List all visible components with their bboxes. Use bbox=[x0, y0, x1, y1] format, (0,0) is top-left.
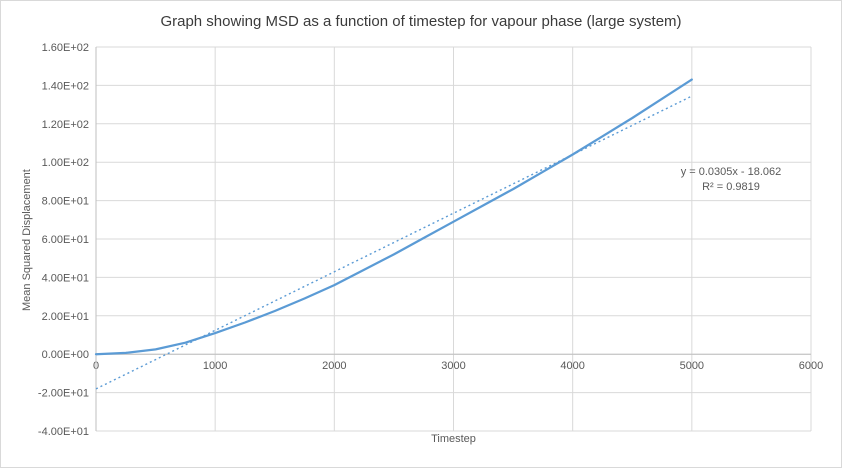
svg-text:1000: 1000 bbox=[203, 360, 227, 372]
svg-text:1.60E+02: 1.60E+02 bbox=[42, 42, 89, 54]
svg-text:5000: 5000 bbox=[680, 360, 704, 372]
svg-text:-4.00E+01: -4.00E+01 bbox=[38, 426, 89, 438]
svg-text:0.00E+00: 0.00E+00 bbox=[42, 349, 89, 361]
svg-text:2000: 2000 bbox=[322, 360, 346, 372]
trendline-annotation: y = 0.0305x - 18.062 R² = 0.9819 bbox=[646, 165, 816, 195]
svg-text:1.00E+02: 1.00E+02 bbox=[42, 157, 89, 169]
svg-text:2.00E+01: 2.00E+01 bbox=[42, 311, 89, 323]
svg-text:8.00E+01: 8.00E+01 bbox=[42, 196, 89, 208]
trendline-r-squared: R² = 0.9819 bbox=[702, 181, 760, 193]
svg-text:-2.00E+01: -2.00E+01 bbox=[38, 388, 89, 400]
svg-text:1.40E+02: 1.40E+02 bbox=[42, 80, 89, 92]
svg-text:4.00E+01: 4.00E+01 bbox=[42, 272, 89, 284]
chart-title: Graph showing MSD as a function of times… bbox=[160, 13, 682, 30]
svg-text:6000: 6000 bbox=[799, 360, 823, 372]
x-axis-title: Timestep bbox=[431, 433, 476, 445]
svg-text:3000: 3000 bbox=[441, 360, 465, 372]
trendline-equation: y = 0.0305x - 18.062 bbox=[680, 166, 782, 178]
svg-text:1.20E+02: 1.20E+02 bbox=[42, 119, 89, 131]
svg-text:6.00E+01: 6.00E+01 bbox=[42, 234, 89, 246]
svg-text:4000: 4000 bbox=[560, 360, 584, 372]
